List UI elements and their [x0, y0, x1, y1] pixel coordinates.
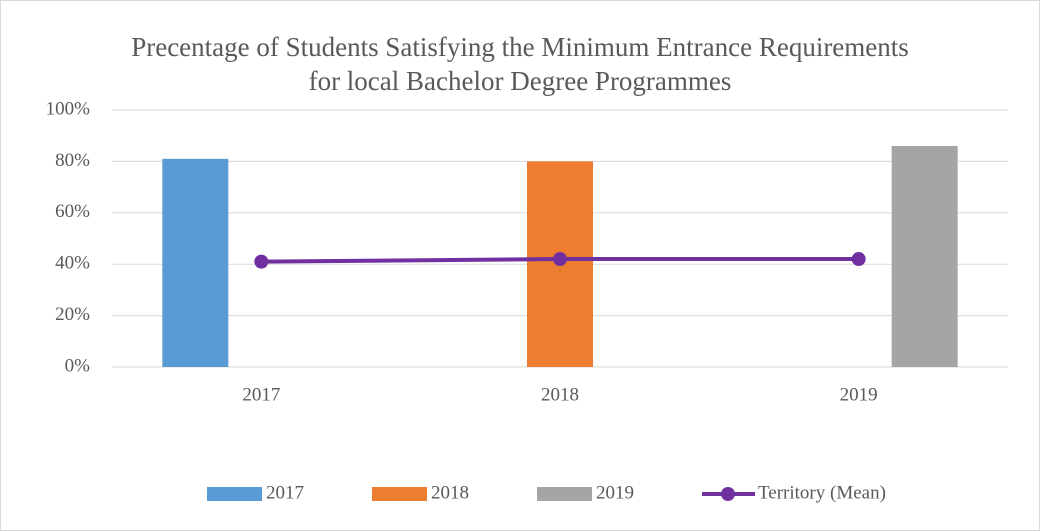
line-marker	[553, 252, 567, 267]
y-tick-label: 60%	[55, 201, 90, 222]
bar	[162, 158, 229, 367]
y-tick-label: 80%	[55, 150, 90, 171]
x-tick-label: 2017	[242, 384, 280, 405]
y-tick-label: 0%	[65, 355, 91, 376]
y-tick-label: 20%	[55, 304, 90, 325]
legend-marker	[721, 487, 735, 501]
legend-swatch	[537, 487, 592, 501]
x-tick-label: 2018	[541, 384, 579, 405]
legend-swatch	[207, 487, 262, 501]
legend-swatch	[372, 487, 427, 501]
bar	[891, 145, 958, 367]
y-tick-label: 100%	[46, 98, 91, 119]
legend-label: 2018	[431, 482, 469, 503]
line-marker	[254, 254, 269, 269]
line-marker	[851, 252, 866, 267]
chart-title: Precentage of Students Satisfying the Mi…	[131, 32, 909, 96]
x-tick-label: 2019	[840, 384, 878, 405]
legend-label: Territory (Mean)	[758, 482, 886, 503]
legend-label: 2017	[266, 482, 304, 503]
y-tick-label: 40%	[55, 253, 90, 274]
legend-label: 2019	[596, 482, 634, 503]
